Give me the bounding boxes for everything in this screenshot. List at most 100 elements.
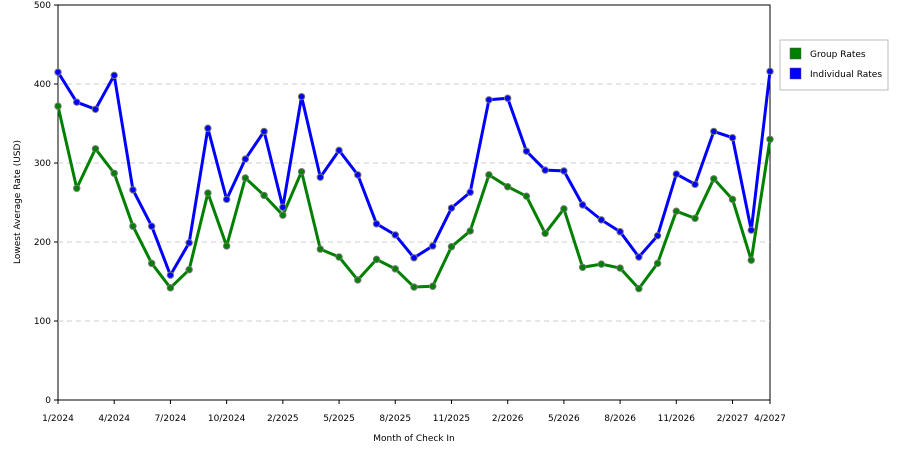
legend-swatch	[789, 67, 802, 80]
plot-area	[57, 4, 771, 401]
point	[260, 191, 268, 200]
point	[503, 183, 512, 191]
x-axis-label: Month of Check In	[373, 434, 455, 444]
point	[710, 127, 718, 136]
point	[241, 174, 250, 182]
point	[91, 105, 100, 113]
point	[672, 207, 681, 215]
x-tick-label: 10/2024	[208, 414, 246, 424]
point	[616, 228, 624, 236]
point	[147, 222, 156, 230]
point	[73, 184, 81, 192]
point	[485, 171, 493, 179]
point	[541, 229, 549, 238]
point	[597, 216, 606, 224]
x-tick-label: 2/2025	[267, 414, 299, 424]
point	[260, 127, 268, 136]
point	[635, 253, 643, 261]
point	[503, 94, 512, 102]
point	[391, 265, 399, 273]
point	[447, 243, 456, 251]
point	[185, 265, 193, 274]
point	[747, 226, 755, 234]
point	[335, 146, 343, 155]
point	[766, 135, 774, 144]
point	[485, 96, 493, 104]
point	[410, 254, 418, 262]
point	[91, 145, 100, 153]
point	[316, 245, 325, 253]
point	[129, 222, 137, 230]
point	[54, 68, 62, 76]
x-tick-label: 2/2027	[717, 414, 749, 424]
point	[222, 195, 231, 204]
point	[616, 264, 624, 272]
x-tick-label: 11/2026	[658, 414, 696, 424]
point	[297, 92, 306, 101]
point	[185, 239, 193, 247]
x-tick-label: 4/2024	[98, 414, 130, 424]
point	[222, 242, 231, 250]
point	[429, 282, 437, 290]
point	[578, 201, 587, 209]
point	[466, 188, 474, 196]
point	[429, 242, 437, 250]
legend-swatch	[789, 47, 802, 60]
point	[372, 255, 381, 264]
point	[204, 124, 212, 132]
point	[73, 98, 81, 106]
x-tick-label: 5/2025	[323, 414, 355, 424]
point	[672, 170, 681, 178]
point	[747, 256, 755, 264]
point	[578, 263, 587, 271]
point	[691, 214, 699, 223]
x-tick-label: 5/2026	[548, 414, 580, 424]
point	[691, 180, 699, 189]
x-tick-label: 8/2025	[379, 414, 411, 424]
point	[204, 189, 212, 197]
point	[54, 102, 62, 110]
point	[372, 220, 381, 228]
x-tick-label: 2/2026	[492, 414, 524, 424]
legend-label: Individual Rates	[810, 70, 882, 80]
point	[354, 171, 362, 179]
point	[129, 186, 137, 194]
point	[728, 195, 737, 204]
point	[541, 166, 549, 174]
point	[710, 175, 718, 183]
point	[653, 231, 662, 240]
x-tick-label: 8/2026	[604, 414, 636, 424]
point	[522, 147, 531, 155]
point	[354, 276, 362, 284]
y-axis-label: Lowest Average Rate (USD)	[13, 140, 23, 264]
point	[597, 260, 606, 268]
y-tick-label: 200	[34, 238, 51, 248]
point	[560, 205, 568, 213]
point	[297, 167, 306, 176]
point	[316, 173, 325, 181]
point	[279, 211, 287, 219]
point	[560, 167, 568, 175]
x-tick-label: 4/2027	[754, 414, 786, 424]
y-tick-label: 0	[45, 396, 51, 406]
legend-label: Group Rates	[810, 50, 866, 60]
point	[166, 284, 175, 292]
point	[166, 271, 175, 279]
legend-box	[779, 39, 889, 91]
x-tick-label: 11/2025	[433, 414, 470, 424]
point	[110, 169, 118, 177]
point	[653, 259, 662, 268]
point	[147, 259, 156, 268]
point	[522, 192, 531, 200]
point	[335, 253, 343, 261]
y-tick-label: 300	[34, 159, 51, 169]
x-tick-label: 1/2024	[42, 414, 74, 424]
point	[391, 231, 399, 239]
point	[728, 134, 737, 142]
point	[110, 71, 118, 80]
y-tick-label: 400	[34, 80, 51, 90]
x-tick-label: 7/2024	[155, 414, 187, 424]
point	[447, 204, 456, 212]
point	[635, 284, 643, 293]
